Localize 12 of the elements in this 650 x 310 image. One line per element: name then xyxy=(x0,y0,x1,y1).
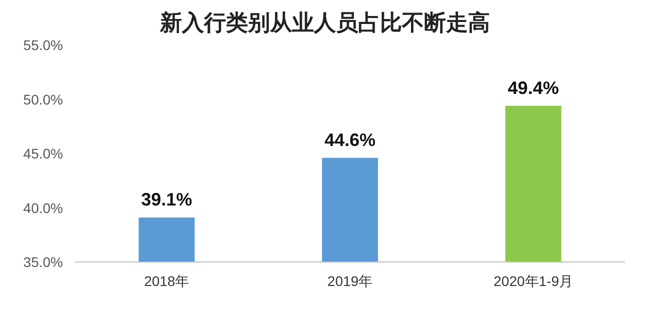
y-tick-label: 40.0% xyxy=(23,200,63,216)
title: 新入行类别从业人员占比不断走高 xyxy=(160,10,490,35)
y-tick-label: 35.0% xyxy=(23,254,63,270)
y-tick-label: 45.0% xyxy=(23,146,63,162)
x-tick-label: 2018年 xyxy=(144,273,190,289)
x-tick-label: 2019年 xyxy=(327,273,373,289)
data-label: 39.1% xyxy=(141,190,192,210)
data-label: 49.4% xyxy=(508,78,559,98)
data-label: 44.6% xyxy=(324,130,376,150)
x-tick-label: 2020年1-9月 xyxy=(494,273,574,289)
y-tick-label: 50.0% xyxy=(23,91,63,108)
y-tick-label: 55.0% xyxy=(23,37,63,53)
